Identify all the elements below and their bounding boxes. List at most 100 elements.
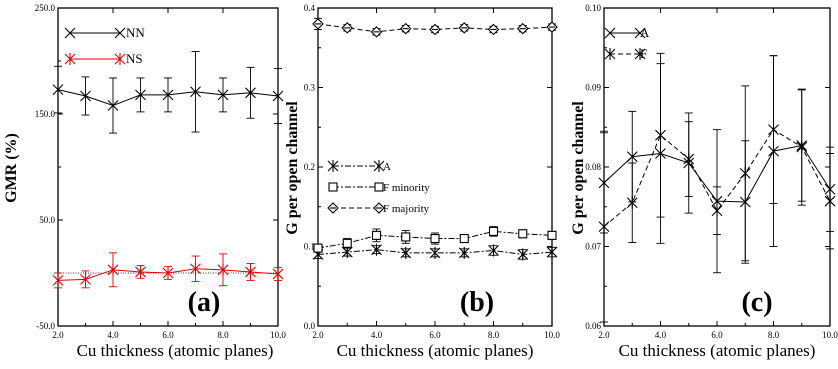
legend-marker <box>64 27 76 39</box>
legend-label: NS <box>126 51 143 66</box>
y-axis-label: G per open channel <box>570 101 587 235</box>
y-tick-label: 0.3 <box>304 83 316 93</box>
series-nn <box>52 51 284 134</box>
x-tick-label: 10.0 <box>270 330 286 340</box>
data-point <box>52 84 64 96</box>
legend-label: A <box>383 161 391 173</box>
data-point <box>313 243 323 253</box>
y-tick-label: 0.10 <box>585 3 601 13</box>
data-point <box>80 273 91 286</box>
data-point <box>312 18 324 30</box>
x-tick-label: 4.0 <box>107 330 119 340</box>
legend-label: F <box>640 46 647 61</box>
legend-marker <box>328 182 338 192</box>
x-tick-label: 2.0 <box>52 330 64 340</box>
data-point <box>429 23 441 36</box>
data-point <box>370 26 383 38</box>
data-point <box>162 89 174 101</box>
y-tick-label: 0.08 <box>585 162 601 172</box>
data-point <box>371 243 382 256</box>
data-point <box>516 22 529 35</box>
panel-a: 2.0 4.0 6.0 8.0 10.0 -50.0 50.0 150.0 250.0 NN NS C… <box>3 3 286 360</box>
data-point <box>546 246 558 259</box>
panel-b: 2.0 4.0 6.0 8.0 10.0 0.0 0.1 0.2 0.3 0.4 A F minori… <box>284 3 560 360</box>
legend-marker <box>114 27 126 39</box>
y-tick-label: -50.0 <box>36 321 55 331</box>
y-tick-label: 250.0 <box>35 3 56 13</box>
data-point <box>547 230 557 240</box>
data-point <box>768 123 779 136</box>
x-tick-label: 4.0 <box>655 330 667 340</box>
data-point <box>245 87 256 99</box>
data-point <box>683 153 695 166</box>
legend-marker <box>604 48 616 60</box>
series-line <box>317 23 553 33</box>
x-tick-label: 2.0 <box>312 330 324 340</box>
data-point <box>518 229 528 239</box>
data-point <box>459 234 469 244</box>
legend: A F minority F majority <box>327 160 430 215</box>
y-tick-label: 0.1 <box>304 242 315 252</box>
x-axis-label: Cu thickness (atomic planes) <box>619 341 816 360</box>
data-point <box>711 204 723 217</box>
data-point <box>107 263 119 276</box>
x-tick-label: 6.0 <box>162 330 174 340</box>
legend-label: NN <box>126 25 145 40</box>
data-point <box>341 22 354 34</box>
series-ns <box>52 252 284 289</box>
y-tick-label: 0.2 <box>304 162 315 172</box>
x-tick-label: 10.0 <box>544 330 560 340</box>
series-f <box>598 52 836 323</box>
legend-label: A <box>640 25 650 40</box>
y-tick-label: 0.09 <box>585 83 601 93</box>
data-point <box>546 21 558 33</box>
data-point <box>401 232 411 242</box>
x-tick-label: 8.0 <box>217 330 229 340</box>
series-line <box>317 230 553 249</box>
y-tick-label: 150.0 <box>35 109 56 119</box>
data-point <box>190 86 201 98</box>
y-tick-label: 0.4 <box>304 3 316 13</box>
x-tick-label: 2.0 <box>598 330 610 340</box>
data-point <box>458 22 471 34</box>
x-tick-label: 8.0 <box>768 330 780 340</box>
data-point <box>400 246 412 259</box>
data-point <box>272 90 284 102</box>
data-point <box>626 151 638 163</box>
panel-letter: (c) <box>741 287 772 318</box>
data-point <box>371 230 382 240</box>
data-point <box>80 90 91 102</box>
x-axis-label: Cu thickness (atomic planes) <box>337 341 534 360</box>
data-point <box>488 226 499 236</box>
legend: AF <box>604 25 650 61</box>
legend: NN NS <box>64 25 145 66</box>
legend-marker <box>373 160 385 172</box>
y-axis-label: G per open channel <box>284 101 301 235</box>
legend-marker <box>64 53 76 65</box>
data-point <box>824 195 836 208</box>
y-axis-label: GMR (%) <box>3 133 20 203</box>
x-axis-label: Cu thickness (atomic planes) <box>77 341 274 360</box>
x-tick-label: 4.0 <box>371 330 383 340</box>
legend-label: F minority <box>383 182 430 194</box>
data-point <box>458 246 470 259</box>
legend-marker <box>634 27 646 39</box>
data-point <box>796 141 808 154</box>
data-point <box>739 167 751 180</box>
data-point <box>399 22 412 35</box>
y-tick-label: 0.0 <box>304 321 316 331</box>
legend-marker <box>114 53 126 65</box>
data-point <box>488 244 499 257</box>
x-tick-label: 10.0 <box>822 330 838 340</box>
data-point <box>52 274 64 287</box>
data-point <box>430 234 440 244</box>
legend-marker <box>374 182 384 192</box>
data-point <box>217 89 229 101</box>
series-f-majority <box>312 17 558 38</box>
x-tick-label: 6.0 <box>429 330 441 340</box>
legend-marker <box>373 202 385 214</box>
legend-marker <box>327 202 339 214</box>
legend-label: F majority <box>383 203 430 215</box>
x-tick-label: 8.0 <box>488 330 500 340</box>
